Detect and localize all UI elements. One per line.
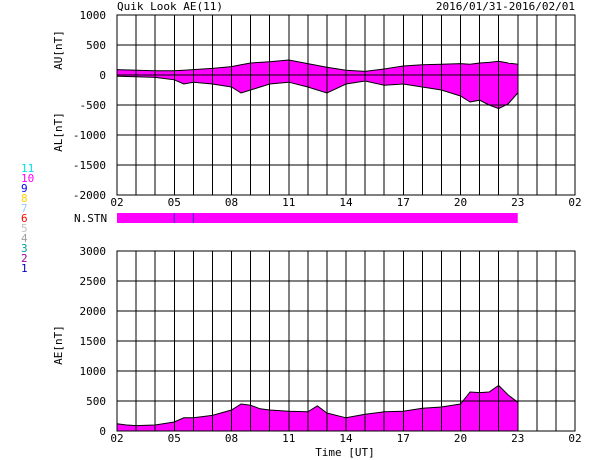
ae-x-ticks: 02 05 08 11 14 17 20 23 02 (110, 432, 581, 445)
au-al-grid (116, 14, 576, 196)
y-tick-label: 1000 (80, 9, 107, 22)
nstn-label: N.STN (74, 212, 107, 225)
y-tick-label: 0 (99, 425, 106, 438)
y-tick-label: 500 (86, 39, 106, 52)
y-tick-label: 1500 (80, 335, 107, 348)
x-tick-label: 14 (339, 196, 353, 209)
x-tick-label: 14 (339, 432, 353, 445)
x-tick-label: 05 (168, 432, 181, 445)
al-y-label: AL[nT] (52, 112, 65, 152)
station-legend-label: 3 (21, 242, 28, 255)
ae-series-line (116, 384, 519, 427)
x-tick-label: 08 (225, 432, 238, 445)
panel-frame (116, 250, 576, 432)
x-tick-label: 05 (168, 196, 181, 209)
station-legend-label: 11 (21, 162, 34, 175)
y-tick-label: 1000 (80, 365, 107, 378)
x-tick-label: 20 (454, 432, 467, 445)
station-legend-label: 7 (21, 202, 28, 215)
x-tick-label: 11 (282, 196, 295, 209)
au-y-label: AU[nT] (52, 30, 65, 70)
x-tick-label: 23 (511, 432, 524, 445)
station-legend-label: 9 (21, 182, 28, 195)
station-legend-label: 10 (21, 172, 34, 185)
ae-grid (116, 250, 576, 432)
x-tick-label: 08 (225, 196, 238, 209)
au-al-y-ticks: 1000 500 0 -500 -1000 -1500 -2000 (73, 9, 106, 202)
date-range: 2016/01/31-2016/02/01 (436, 0, 575, 13)
x-tick-label: 17 (397, 432, 410, 445)
x-tick-label: 20 (454, 196, 467, 209)
x-tick-label: 02 (568, 196, 581, 209)
y-tick-label: 2000 (80, 305, 107, 318)
au-al-panel: 1000 500 0 -500 -1000 -1500 -2000 02 05 08 11 14 17… (52, 9, 582, 209)
y-tick-label: -500 (80, 99, 107, 112)
y-tick-label: 500 (86, 395, 106, 408)
chart-title: Quik Look AE(11) (117, 0, 223, 13)
ae-fill (117, 385, 518, 431)
y-tick-label: 3000 (80, 245, 107, 258)
y-tick-label: -2000 (73, 189, 106, 202)
station-legend-label: 5 (21, 222, 28, 235)
ae-area (116, 384, 519, 431)
au-al-fill (117, 60, 518, 109)
y-tick-label: -1500 (73, 159, 106, 172)
y-tick-label: 0 (99, 69, 106, 82)
station-legend-label: 8 (21, 192, 28, 205)
panel-frame (116, 14, 576, 196)
station-legend-label: 1 (21, 262, 28, 275)
x-tick-label: 11 (282, 432, 295, 445)
ae-y-label: AE[nT] (52, 325, 65, 365)
x-tick-label: 02 (110, 196, 123, 209)
y-tick-label: -1000 (73, 129, 106, 142)
x-tick-label: 02 (110, 432, 123, 445)
x-tick-label: 23 (511, 196, 524, 209)
ae-y-ticks: 0 500 1000 1500 2000 2500 3000 (80, 245, 107, 438)
y-tick-label: 2500 (80, 275, 107, 288)
au-al-area (116, 59, 519, 110)
station-count-strip: N.STN (74, 212, 518, 225)
x-tick-label: 17 (397, 196, 410, 209)
x-axis-label: Time [UT] (315, 446, 375, 459)
station-legend-label: 6 (21, 212, 28, 225)
x-tick-label: 02 (568, 432, 581, 445)
station-count-bar (117, 213, 518, 223)
au-al-x-ticks: 02 05 08 11 14 17 20 23 02 (110, 196, 581, 209)
station-legend-label: 4 (21, 232, 28, 245)
ae-panel: 0 500 1000 1500 2000 2500 3000 02 05 08 11 14 17 20 2… (52, 245, 582, 445)
station-legend-label: 2 (21, 252, 28, 265)
